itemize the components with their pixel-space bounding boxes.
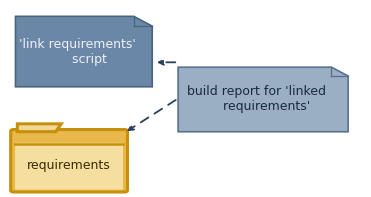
- FancyBboxPatch shape: [15, 143, 123, 190]
- Polygon shape: [16, 16, 152, 87]
- Text: 'link requirements'
      script: 'link requirements' script: [19, 38, 135, 66]
- Polygon shape: [17, 124, 61, 132]
- Polygon shape: [178, 67, 348, 132]
- Text: build report for 'linked
     requirements': build report for 'linked requirements': [187, 85, 326, 113]
- FancyBboxPatch shape: [11, 129, 128, 192]
- Text: requirements: requirements: [27, 159, 111, 172]
